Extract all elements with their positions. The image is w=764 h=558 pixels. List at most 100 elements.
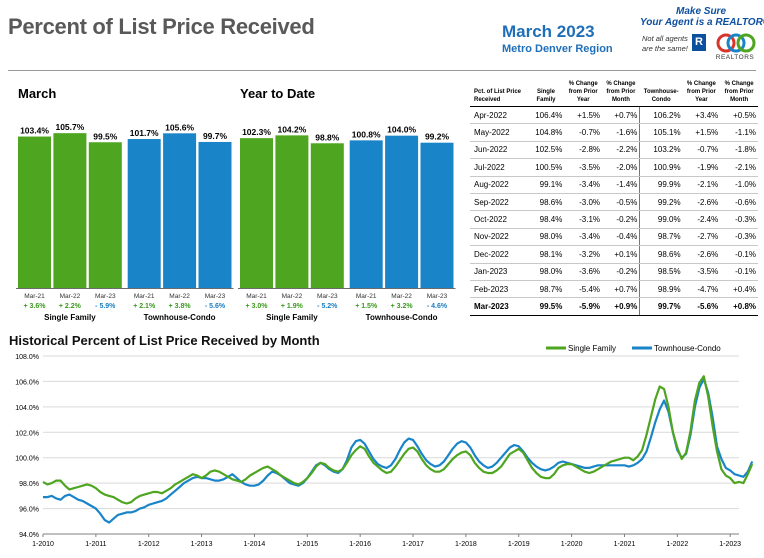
table-cell: +0.1% — [602, 245, 640, 264]
bar-category-label: Mar-23 — [95, 293, 116, 300]
table-cell: -3.4% — [564, 176, 603, 194]
table-header-townhouse: Townhouse-Condo — [639, 80, 683, 107]
table-cell: 98.1% — [527, 245, 565, 264]
table-cell: 99.2% — [639, 193, 683, 212]
bar — [385, 135, 419, 288]
table-cell: -3.6% — [564, 263, 603, 281]
table-row: Aug-2022 99.1% -3.4% -1.4% 99.9% -2.1% -1.0% — [470, 176, 758, 194]
bar-change-label: - 4.6% — [427, 303, 448, 310]
x-tick-label: 1-2015 — [296, 541, 318, 548]
table-cell: +0.5% — [720, 106, 758, 125]
march-chart-title: March — [18, 86, 57, 101]
bar — [53, 133, 87, 288]
table-cell: -1.6% — [602, 123, 640, 142]
table-row: Dec-2022 98.1% -3.2% +0.1% 98.6% -2.6% -0.1% — [470, 245, 758, 264]
y-tick-label: 100.0% — [15, 456, 39, 463]
table-cell: 98.6% — [527, 193, 565, 212]
bar-category-label: Mar-23 — [317, 293, 338, 300]
y-tick-label: 108.0% — [15, 354, 39, 361]
bar-value-label: 99.7% — [203, 131, 228, 141]
bar-category-label: Mar-21 — [134, 293, 155, 300]
legend-label: Townhouse-Condo — [654, 344, 721, 353]
logo-tagline-2: Your Agent is a REALTOR® — [640, 17, 764, 28]
table-cell: -2.6% — [682, 245, 721, 264]
table-row: Apr-2022 106.4% +1.5% +0.7% 106.2% +3.4% +0.5% — [470, 106, 758, 125]
table-cell: 99.0% — [639, 210, 683, 229]
table-cell: -0.1% — [720, 263, 758, 281]
page-title: Percent of List Price Received — [8, 14, 315, 39]
table-cell: +0.9% — [602, 297, 640, 316]
bar-change-label: + 1.9% — [281, 303, 304, 310]
bar-change-label: + 2.2% — [59, 303, 82, 310]
table-header-single-family: Single Family — [527, 80, 565, 107]
y-tick-label: 96.0% — [19, 507, 39, 514]
table-cell: -3.5% — [682, 263, 721, 281]
table-body: Apr-2022 106.4% +1.5% +0.7% 106.2% +3.4% +0.5%… — [470, 106, 758, 316]
table-row: May-2022 104.8% -0.7% -1.6% 105.1% +1.5% -1.1% — [470, 123, 758, 142]
table-cell: -3.2% — [564, 245, 603, 264]
table-cell: -0.3% — [720, 228, 758, 247]
group-label-townhouse-condo: Townhouse-Condo — [366, 313, 438, 322]
bar-change-label: + 3.8% — [169, 303, 192, 310]
bar-change-label: - 5.2% — [317, 303, 338, 310]
bar — [88, 142, 122, 288]
group-label-townhouse-condo: Townhouse-Condo — [144, 313, 216, 322]
table-cell-date: Jan-2023 — [470, 263, 528, 281]
table-cell: -5.9% — [564, 297, 603, 316]
bar-change-label: + 1.5% — [355, 303, 378, 310]
bar-value-label: 104.0% — [387, 125, 416, 135]
table-cell-date: May-2022 — [470, 123, 528, 142]
table-cell-date: Feb-2023 — [470, 280, 528, 299]
table-header-date: Pct. of List Price Received — [470, 80, 528, 107]
table-cell: -1.0% — [720, 176, 758, 194]
table-cell: -5.4% — [564, 280, 603, 299]
table-cell: -3.5% — [564, 158, 603, 177]
table-header-sf-yoy: % Change from Prior Year — [564, 80, 603, 107]
table-header-tc-mom: % Change from Prior Month — [720, 80, 758, 107]
table-cell: -2.6% — [682, 193, 721, 212]
table-cell: 104.8% — [527, 123, 565, 142]
bar — [275, 135, 309, 288]
table-row: Jan-2023 98.0% -3.6% -0.2% 98.5% -3.5% -0.1% — [470, 263, 758, 281]
table-cell: -5.6% — [682, 297, 721, 316]
x-tick-label: 1-2021 — [614, 541, 636, 548]
x-tick-label: 1-2014 — [244, 541, 266, 548]
table-cell: -3.1% — [564, 210, 603, 229]
bar-category-label: Mar-22 — [60, 293, 81, 300]
table-cell: -1.9% — [682, 158, 721, 177]
x-tick-label: 1-2013 — [191, 541, 213, 548]
historical-chart-title: Historical Percent of List Price Receive… — [9, 333, 320, 348]
bar-change-label: + 3.2% — [391, 303, 414, 310]
table-cell: 99.1% — [527, 176, 565, 194]
table-cell-date: Nov-2022 — [470, 228, 528, 247]
legend-label: Single Family — [568, 344, 616, 353]
group-label-single-family: Single Family — [44, 313, 96, 322]
report-month: March 2023 — [502, 22, 595, 41]
table-row: Sep-2022 98.6% -3.0% -0.5% 99.2% -2.6% -0.6% — [470, 193, 758, 212]
table-cell: -4.7% — [682, 280, 721, 299]
table-cell: +0.7% — [602, 280, 640, 299]
table-row: Jun-2022 102.5% -2.8% -2.2% 103.2% -0.7% -1.8% — [470, 141, 758, 160]
bar — [349, 140, 383, 288]
bar-category-label: Mar-21 — [356, 293, 377, 300]
table-cell-date: Sep-2022 — [470, 193, 528, 212]
report-region: Metro Denver Region — [502, 43, 613, 55]
table-cell: -2.1% — [720, 158, 758, 177]
table-cell-date: Oct-2022 — [470, 210, 528, 229]
table-cell: -2.2% — [602, 141, 640, 160]
table-cell: 105.1% — [639, 123, 683, 142]
table-cell: +0.4% — [720, 280, 758, 299]
table-cell: -2.1% — [682, 176, 721, 194]
logo-realtors-text: REALTORS — [715, 54, 755, 61]
table-cell: 103.2% — [639, 141, 683, 160]
bar — [240, 138, 273, 288]
table-cell: -0.3% — [720, 210, 758, 229]
table-row: Jul-2022 100.5% -3.5% -2.0% 100.9% -1.9% -2.1% — [470, 158, 758, 177]
series-line-single-family — [42, 375, 754, 505]
table-cell: 98.5% — [639, 263, 683, 281]
bar-category-label: Mar-22 — [391, 293, 412, 300]
table-cell: -2.8% — [564, 141, 603, 160]
bar-value-label: 100.8% — [352, 129, 381, 139]
association-mark-icon — [716, 33, 756, 53]
x-tick-label: 1-2011 — [85, 541, 106, 548]
